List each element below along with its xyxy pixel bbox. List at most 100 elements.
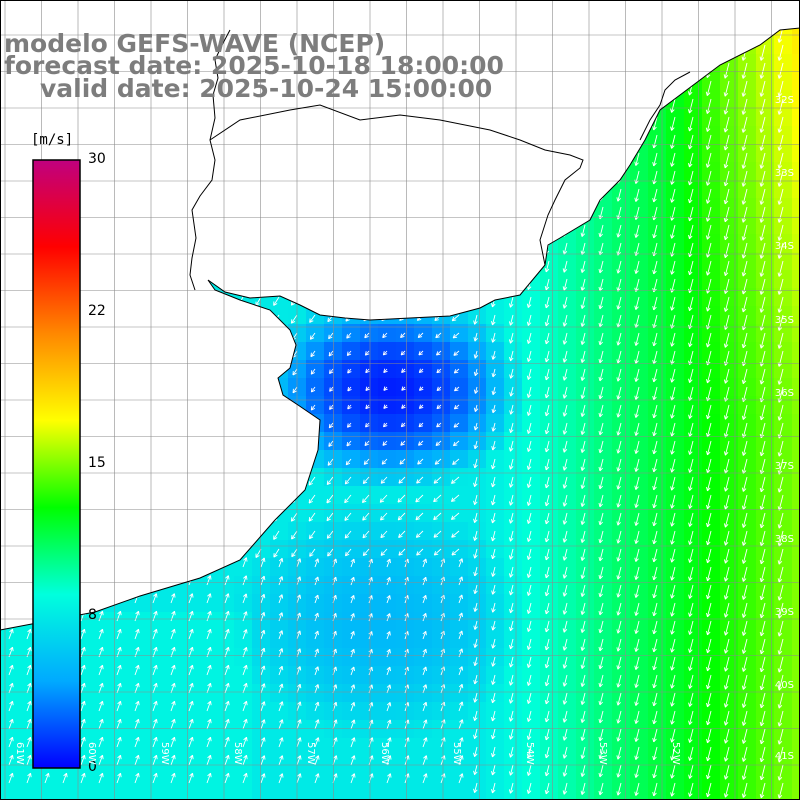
wind-arrow — [130, 332, 136, 343]
wind-speed-cell — [0, 540, 19, 559]
wind-arrow — [598, 28, 604, 40]
wind-arrow — [415, 278, 424, 287]
wind-arrow — [473, 170, 478, 181]
wind-speed-cell — [432, 216, 451, 235]
wind-speed-cell — [774, 792, 793, 800]
wind-speed-cell — [252, 702, 271, 721]
wind-speed-cell — [306, 234, 325, 253]
wind-speed-cell — [378, 252, 397, 271]
wind-speed-cell — [108, 486, 127, 505]
wind-speed-cell — [414, 432, 433, 451]
wind-speed-cell — [90, 414, 109, 433]
wind-speed-cell — [0, 612, 19, 631]
wind-speed-cell — [252, 720, 271, 739]
wind-speed-cell — [234, 612, 253, 631]
wind-arrow — [237, 152, 244, 163]
wind-speed-cell — [270, 126, 289, 145]
wind-speed-cell — [126, 270, 145, 289]
wind-speed-cell — [162, 522, 181, 541]
wind-arrow — [344, 170, 352, 180]
wind-arrow — [112, 314, 118, 325]
wind-arrow — [237, 224, 244, 235]
wind-speed-cell — [144, 720, 163, 739]
wind-arrow — [184, 368, 190, 379]
wind-arrow — [362, 296, 370, 305]
wind-arrow — [508, 116, 514, 128]
wind-arrow — [652, 28, 658, 41]
wind-arrow — [616, 152, 622, 166]
wind-speed-cell — [144, 252, 163, 271]
wind-speed-cell — [432, 126, 451, 145]
wind-speed-cell — [450, 540, 469, 559]
wind-arrow — [450, 278, 460, 286]
wind-speed-cell — [162, 0, 181, 19]
wind-arrow — [671, 9, 675, 23]
wind-speed-cell — [396, 720, 415, 739]
wind-speed-cell — [414, 576, 433, 595]
wind-arrow — [166, 332, 172, 343]
wind-arrow — [237, 476, 244, 487]
colorbar-tick-15: 15 — [88, 455, 106, 471]
wind-speed-cell — [216, 108, 235, 127]
wind-speed-cell — [522, 0, 541, 19]
lat-label-34s: 34S — [774, 241, 794, 252]
wind-arrow — [598, 62, 604, 76]
wind-speed-cell — [396, 738, 415, 757]
wind-arrow — [112, 116, 118, 127]
wind-arrow — [112, 368, 118, 379]
wind-speed-cell — [270, 576, 289, 595]
wind-speed-cell — [108, 0, 127, 19]
wind-speed-cell — [126, 720, 145, 739]
wind-arrow — [617, 9, 621, 21]
wind-speed-cell — [378, 198, 397, 217]
wind-arrow — [8, 557, 14, 568]
wind-speed-cell — [234, 180, 253, 199]
wind-speed-cell — [108, 396, 127, 415]
wind-arrow — [562, 116, 568, 129]
wind-arrow — [112, 512, 118, 523]
wind-speed-cell — [126, 576, 145, 595]
wind-speed-cell — [792, 288, 800, 307]
wind-speed-cell — [126, 774, 145, 793]
wind-arrow — [563, 9, 567, 20]
wind-arrow — [95, 350, 100, 361]
wind-arrow — [415, 242, 424, 251]
wind-speed-cell — [0, 432, 19, 451]
wind-speed-cell — [378, 216, 397, 235]
wind-arrow — [112, 422, 118, 433]
wind-speed-cell — [342, 126, 361, 145]
wind-speed-cell — [180, 648, 199, 667]
lat-label-37s: 37S — [774, 461, 794, 472]
wind-speed-cell — [216, 180, 235, 199]
uruguay-brazil-border — [209, 104, 584, 266]
wind-speed-cell — [792, 144, 800, 163]
wind-arrow — [415, 224, 424, 233]
wind-speed-cell — [504, 234, 523, 253]
wind-speed-cell — [90, 540, 109, 559]
wind-speed-cell — [180, 702, 199, 721]
wind-speed-cell — [306, 252, 325, 271]
wind-speed-cell — [252, 576, 271, 595]
wind-speed-cell — [450, 216, 469, 235]
wind-arrow — [326, 206, 334, 216]
wind-speed-cell — [108, 432, 127, 451]
wind-arrow — [202, 134, 208, 145]
wind-speed-cell — [306, 702, 325, 721]
wind-arrow — [344, 206, 352, 216]
wind-speed-cell — [540, 144, 559, 163]
wind-arrow — [166, 422, 172, 433]
wind-speed-cell — [504, 144, 523, 163]
wind-speed-cell — [198, 576, 217, 595]
wind-speed-cell — [414, 28, 433, 37]
wind-speed-cell — [90, 198, 109, 217]
wind-speed-cell — [450, 576, 469, 595]
wind-arrow — [184, 458, 190, 469]
wind-speed-cell — [126, 540, 145, 559]
wind-arrow — [544, 98, 550, 111]
wind-arrow — [112, 458, 118, 469]
wind-speed-cell — [432, 504, 451, 523]
wind-arrow — [344, 278, 352, 288]
colorbar-tick-30: 30 — [88, 151, 106, 167]
wind-arrow — [508, 80, 514, 92]
wind-speed-cell — [684, 54, 703, 73]
